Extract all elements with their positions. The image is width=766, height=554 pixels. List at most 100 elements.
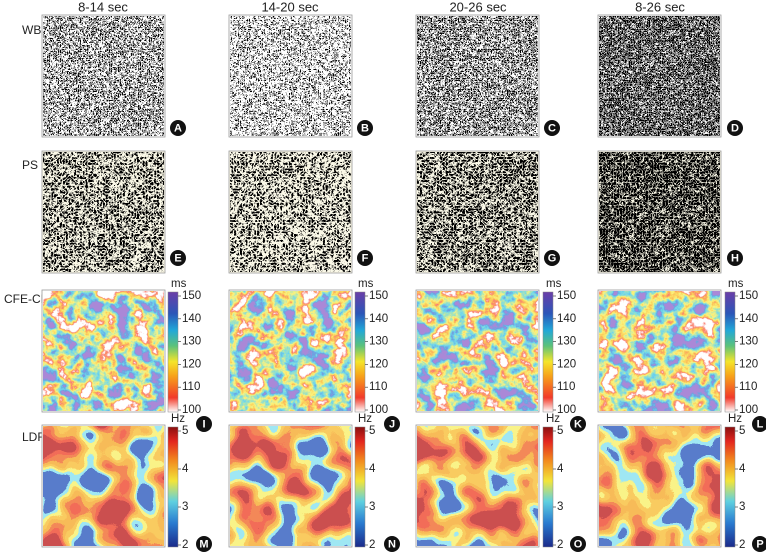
panel-letter: N xyxy=(388,538,396,550)
colorbar-unit: ms xyxy=(728,278,744,290)
colorbar-tick-label: 100 xyxy=(739,404,758,416)
activation-map xyxy=(417,16,538,136)
colorbar-unit: Hz xyxy=(728,413,742,425)
colorbar-unit: ms xyxy=(171,278,187,290)
column-header: 20-26 sec xyxy=(449,0,507,14)
colorbar-tick-label: 150 xyxy=(369,290,388,302)
row-label: CFE-CL xyxy=(4,292,48,306)
colorbar-tick-label: 5 xyxy=(557,425,563,437)
colorbar xyxy=(167,426,179,548)
panel-letter-badge xyxy=(570,536,586,552)
colorbar-tick-label: 150 xyxy=(182,290,201,302)
activation-map xyxy=(599,152,720,272)
activation-map xyxy=(43,16,164,136)
colorbar-tick-label: 2 xyxy=(557,539,563,551)
panel-letter: D xyxy=(731,122,739,134)
colorbar-unit: ms xyxy=(546,278,562,290)
column-header: 14-20 sec xyxy=(261,0,319,14)
colorbar-tick-label: 130 xyxy=(557,336,576,348)
colorbar xyxy=(167,291,179,413)
colorbar-unit: Hz xyxy=(171,413,185,425)
colorbar-tick-label: 130 xyxy=(739,336,758,348)
colorbar-tick-label: 130 xyxy=(182,336,201,348)
panel-letter: A xyxy=(174,122,182,134)
colorbar-tick-label: 120 xyxy=(739,358,758,370)
colorbar-tick-label: 4 xyxy=(557,463,564,475)
colorbar xyxy=(542,291,554,413)
panel-letter-badge xyxy=(544,250,560,266)
colorbar-tick-label: 2 xyxy=(739,539,745,551)
panel-letter-badge xyxy=(752,536,766,552)
colorbar-tick-label: 100 xyxy=(182,404,201,416)
heat-map xyxy=(417,291,538,411)
colorbar-tick-label: 4 xyxy=(739,463,746,475)
row-label: LDF xyxy=(22,430,45,444)
column-header: 8-26 sec xyxy=(635,0,685,14)
panel-letter: G xyxy=(548,252,557,264)
heat-map xyxy=(230,426,351,546)
column-header: 8-14 sec xyxy=(78,0,128,14)
colorbar xyxy=(724,291,736,413)
colorbar xyxy=(542,426,554,548)
heat-map xyxy=(43,426,164,546)
panel-letter: F xyxy=(362,252,369,264)
panel-letter-badge xyxy=(727,120,743,136)
panel-letter: J xyxy=(389,418,395,430)
colorbar-tick-label: 3 xyxy=(182,501,188,513)
panel-letter-badge xyxy=(170,250,186,266)
colorbar-tick-label: 120 xyxy=(557,358,576,370)
colorbar-tick-label: 100 xyxy=(369,404,388,416)
activation-map xyxy=(43,152,164,272)
colorbar xyxy=(354,426,366,548)
colorbar-tick-label: 4 xyxy=(182,463,189,475)
heat-map xyxy=(599,426,720,546)
panel-letter: M xyxy=(199,538,208,550)
panel-letter: I xyxy=(202,418,205,430)
colorbar-tick-label: 120 xyxy=(369,358,388,370)
colorbar-tick-label: 110 xyxy=(557,381,575,393)
panel-letter: C xyxy=(548,122,556,134)
heat-map xyxy=(230,291,351,411)
row-label: WB xyxy=(22,23,41,37)
row-label: PS xyxy=(22,158,38,172)
panel-letter-badge xyxy=(357,120,373,136)
panel-letter: K xyxy=(574,418,582,430)
colorbar-tick-label: 2 xyxy=(369,539,375,551)
heat-map xyxy=(599,291,720,411)
panel-letter: L xyxy=(757,418,764,430)
colorbar-tick-label: 140 xyxy=(739,313,758,325)
colorbar-tick-label: 120 xyxy=(182,358,201,370)
colorbar-tick-label: 4 xyxy=(369,463,376,475)
panel-letter-badge xyxy=(170,120,186,136)
activation-map xyxy=(417,152,538,272)
panel-letter-badge xyxy=(570,416,586,432)
colorbar-tick-label: 140 xyxy=(182,313,201,325)
colorbar-tick-label: 3 xyxy=(369,501,375,513)
colorbar-tick-label: 3 xyxy=(739,501,745,513)
colorbar-tick-label: 5 xyxy=(739,425,745,437)
panel-letter-badge xyxy=(357,250,373,266)
panel-letter-badge xyxy=(752,416,766,432)
panel-letter: O xyxy=(574,538,583,550)
colorbar-tick-label: 3 xyxy=(557,501,563,513)
activation-map xyxy=(230,152,351,272)
panel-letter-badge xyxy=(384,416,400,432)
colorbar-tick-label: 2 xyxy=(182,539,188,551)
colorbar-tick-label: 110 xyxy=(739,381,757,393)
colorbar-unit: ms xyxy=(358,278,374,290)
activation-map xyxy=(230,16,351,136)
heat-map xyxy=(43,291,164,411)
colorbar-tick-label: 110 xyxy=(182,381,200,393)
panel-letter-badge xyxy=(727,250,743,266)
colorbar-tick-label: 100 xyxy=(557,404,576,416)
colorbar-tick-label: 5 xyxy=(369,425,375,437)
activation-map xyxy=(599,16,720,136)
panel-letter-badge xyxy=(384,536,400,552)
colorbar-unit: Hz xyxy=(358,413,372,425)
colorbar-tick-label: 140 xyxy=(369,313,388,325)
colorbar-tick-label: 150 xyxy=(557,290,576,302)
panel-letter: B xyxy=(361,122,369,134)
panel-letter: H xyxy=(731,252,739,264)
colorbar-tick-label: 130 xyxy=(369,336,388,348)
